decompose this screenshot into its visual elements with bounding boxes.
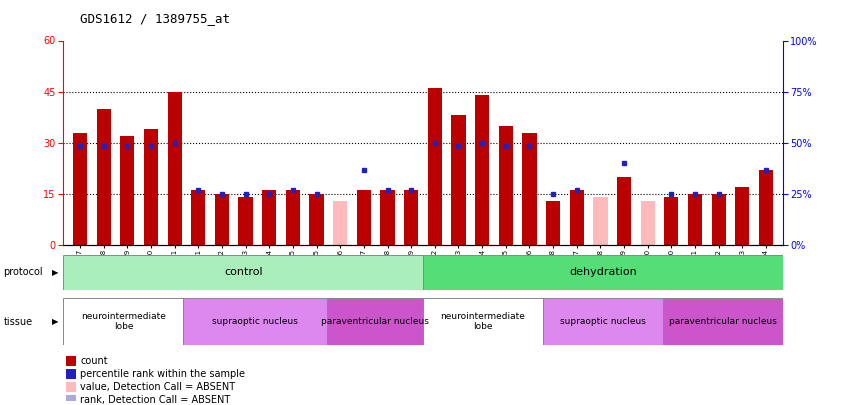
Text: dehydration: dehydration	[569, 267, 637, 277]
Bar	[546, 201, 560, 245]
Text: protocol: protocol	[3, 267, 43, 277]
Bar	[662, 298, 783, 345]
Bar	[735, 187, 750, 245]
Text: rank, Detection Call = ABSENT: rank, Detection Call = ABSENT	[80, 395, 231, 405]
Bar	[120, 136, 135, 245]
Bar	[543, 298, 662, 345]
Bar	[711, 194, 726, 245]
Text: tissue: tissue	[3, 317, 32, 327]
Bar	[184, 298, 327, 345]
Bar	[423, 255, 783, 290]
Bar	[428, 88, 442, 245]
Bar	[65, 356, 76, 366]
Bar	[404, 190, 418, 245]
Text: value, Detection Call = ABSENT: value, Detection Call = ABSENT	[80, 382, 235, 392]
Bar	[215, 194, 229, 245]
Text: GDS1612 / 1389755_at: GDS1612 / 1389755_at	[80, 12, 230, 25]
Bar	[168, 92, 182, 245]
Bar	[688, 194, 702, 245]
Bar	[286, 190, 300, 245]
Bar	[63, 255, 423, 290]
Bar	[65, 382, 76, 392]
Bar	[65, 395, 76, 405]
Bar	[333, 201, 348, 245]
Bar	[310, 194, 324, 245]
Bar	[239, 197, 253, 245]
Text: neurointermediate
lobe: neurointermediate lobe	[441, 312, 525, 331]
Bar	[73, 132, 87, 245]
Bar	[452, 115, 465, 245]
Text: count: count	[80, 356, 108, 366]
Text: ▶: ▶	[52, 317, 59, 326]
Bar	[640, 201, 655, 245]
Bar	[63, 298, 184, 345]
Bar	[144, 129, 158, 245]
Text: ▶: ▶	[52, 268, 59, 277]
Text: paraventricular nucleus: paraventricular nucleus	[321, 317, 429, 326]
Bar	[381, 190, 394, 245]
Bar	[262, 190, 277, 245]
Bar	[569, 190, 584, 245]
Bar	[664, 197, 678, 245]
Bar	[423, 298, 543, 345]
Text: supraoptic nucleus: supraoptic nucleus	[560, 317, 645, 326]
Text: neurointermediate
lobe: neurointermediate lobe	[81, 312, 166, 331]
Bar	[759, 170, 773, 245]
Bar	[617, 177, 631, 245]
Text: paraventricular nucleus: paraventricular nucleus	[668, 317, 777, 326]
Bar	[65, 369, 76, 379]
Text: control: control	[224, 267, 262, 277]
Bar	[357, 190, 371, 245]
Bar	[593, 197, 607, 245]
Bar	[498, 126, 513, 245]
Bar	[191, 190, 206, 245]
Bar	[522, 132, 536, 245]
Bar	[327, 298, 423, 345]
Text: supraoptic nucleus: supraoptic nucleus	[212, 317, 298, 326]
Bar	[475, 95, 489, 245]
Text: percentile rank within the sample: percentile rank within the sample	[80, 369, 245, 379]
Bar	[96, 109, 111, 245]
